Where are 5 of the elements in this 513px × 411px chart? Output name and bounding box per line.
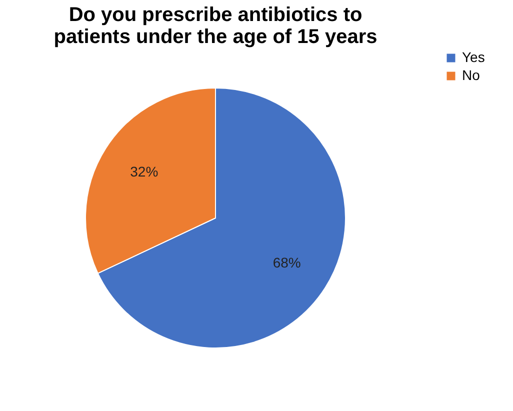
legend-label: No bbox=[462, 67, 480, 83]
data-label: 68% bbox=[272, 254, 301, 270]
legend-label: Yes bbox=[462, 49, 485, 65]
data-label: 32% bbox=[130, 164, 158, 180]
chart-title: Do you prescribe antibiotics to patients under the age of 15 years bbox=[54, 4, 378, 48]
